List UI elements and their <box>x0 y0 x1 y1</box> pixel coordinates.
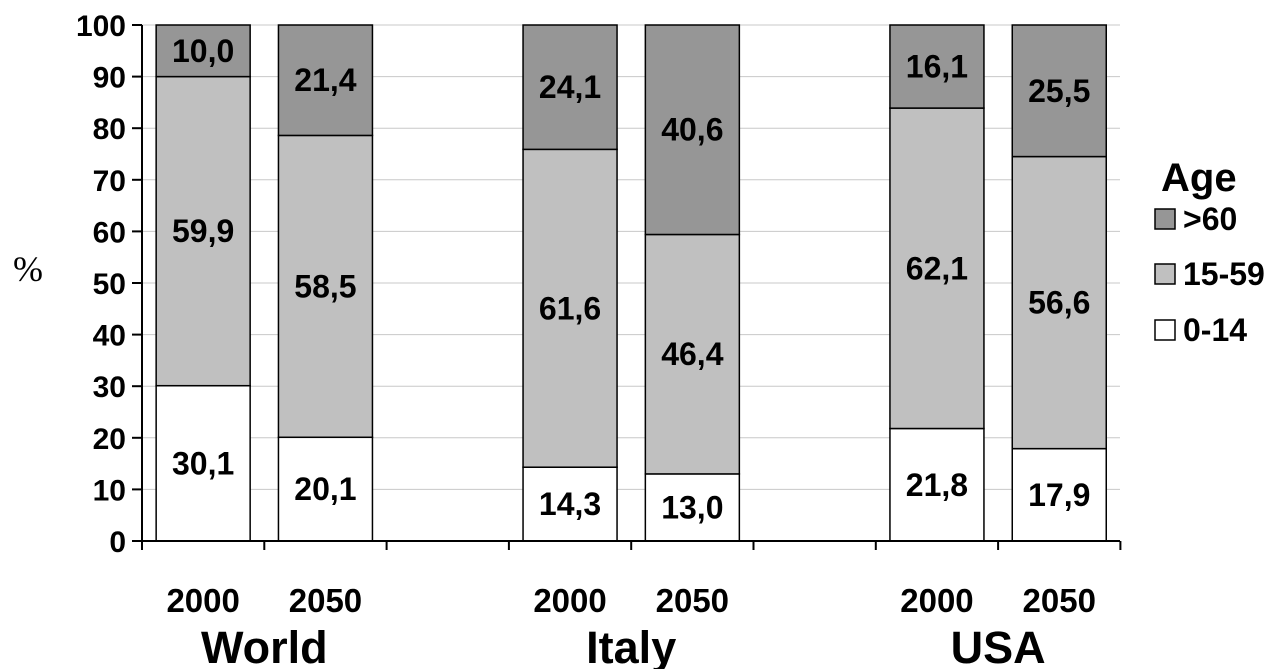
category-label: 2050 <box>656 582 729 619</box>
y-tick-labels: 0 10 20 30 40 50 60 70 80 90 100 <box>76 10 142 559</box>
legend-label: 15-59 <box>1183 256 1265 292</box>
legend-swatch <box>1154 319 1176 341</box>
bar-segment->60 <box>644 24 741 236</box>
category-label: 2000 <box>166 582 239 619</box>
data-label: 46,4 <box>661 336 723 372</box>
data-labels: 30,1 59,9 10,0 20,1 58,5 21,4 14,3 61,6 24,1 13,0… <box>172 33 1090 526</box>
category-label: 2000 <box>900 582 973 619</box>
data-label: 58,5 <box>294 268 356 304</box>
category-label: 2000 <box>533 582 606 619</box>
bars <box>155 24 1107 542</box>
y-tick-label: 90 <box>93 62 126 95</box>
legend-swatch <box>1154 263 1176 285</box>
bar-segment->60 <box>522 24 618 151</box>
data-label: 20,1 <box>294 471 356 507</box>
legend-title: Age <box>1161 156 1237 200</box>
legend: Age >60 15-59 0-14 <box>1154 156 1265 348</box>
group-labels: World Italy USA <box>201 622 1046 669</box>
bar-segment-15-59 <box>522 148 618 468</box>
y-tick-label: 80 <box>93 113 126 146</box>
x-ticks <box>141 541 1122 550</box>
group-label: USA <box>951 622 1046 669</box>
data-label: 16,1 <box>906 49 968 85</box>
data-label: 56,6 <box>1028 285 1090 321</box>
y-tick-label: 0 <box>109 526 126 559</box>
bar-segment-15-59 <box>1011 155 1107 450</box>
data-label: 17,9 <box>1028 477 1090 513</box>
y-tick-label: 60 <box>93 216 126 249</box>
bar-segment-0-14 <box>644 473 741 542</box>
legend-label: 0-14 <box>1183 312 1247 348</box>
bar-segment-0-14 <box>522 466 618 542</box>
bar-segment->60 <box>1011 24 1107 158</box>
bar-segment-0-14 <box>889 427 985 542</box>
bar-segment->60 <box>889 24 985 109</box>
data-label: 30,1 <box>172 445 234 481</box>
bar-segment-15-59 <box>155 75 251 387</box>
data-label: 59,9 <box>172 213 234 249</box>
bar-segment-15-59 <box>644 233 741 475</box>
category-labels: 2000 2050 2000 2050 2000 2050 <box>166 582 1096 619</box>
data-label: 40,6 <box>661 112 723 148</box>
bar-segment-15-59 <box>277 134 374 439</box>
bar-segment->60 <box>277 24 374 137</box>
data-label: 21,4 <box>294 62 356 98</box>
y-tick-label: 70 <box>93 165 126 198</box>
data-label: 62,1 <box>906 250 968 286</box>
legend-label: >60 <box>1183 201 1237 237</box>
y-tick-label: 10 <box>93 474 126 507</box>
y-tick-label: 30 <box>93 371 126 404</box>
legend-swatch <box>1154 208 1176 230</box>
data-label: 24,1 <box>539 69 601 105</box>
category-label: 2050 <box>289 582 362 619</box>
bar-segment-0-14 <box>277 436 374 542</box>
y-tick-label: 20 <box>93 423 126 456</box>
y-tick-label: 40 <box>93 320 126 353</box>
group-label: Italy <box>586 622 676 669</box>
group-label: World <box>201 622 328 669</box>
data-label: 25,5 <box>1028 73 1090 109</box>
y-tick-label: 50 <box>93 268 126 301</box>
bar-segment->60 <box>155 24 251 78</box>
y-axis-title: % <box>13 249 43 289</box>
y-tick-label: 100 <box>76 10 126 43</box>
data-label: 14,3 <box>539 486 601 522</box>
data-label: 61,6 <box>539 290 601 326</box>
data-label: 10,0 <box>172 33 234 69</box>
category-label: 2050 <box>1023 582 1096 619</box>
bar-segment-0-14 <box>1011 447 1107 542</box>
data-label: 13,0 <box>661 489 723 525</box>
data-label: 21,8 <box>906 467 968 503</box>
